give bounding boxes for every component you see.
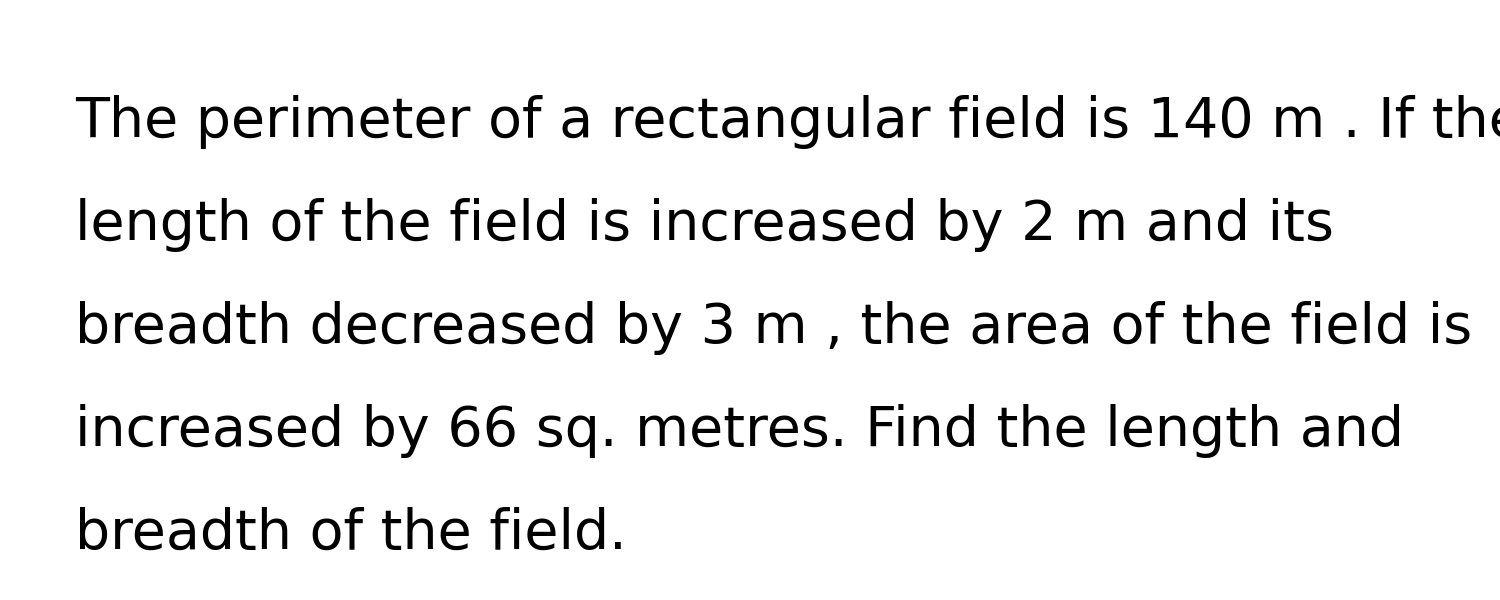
Text: The perimeter of a rectangular field is 140 m . If the: The perimeter of a rectangular field is …: [75, 95, 1500, 149]
Text: breadth decreased by 3 m , the area of the field is: breadth decreased by 3 m , the area of t…: [75, 301, 1472, 355]
Text: breadth of the field.: breadth of the field.: [75, 507, 627, 561]
Text: increased by 66 sq. metres. Find the length and: increased by 66 sq. metres. Find the len…: [75, 404, 1404, 458]
Text: length of the field is increased by 2 m and its: length of the field is increased by 2 m …: [75, 198, 1334, 252]
